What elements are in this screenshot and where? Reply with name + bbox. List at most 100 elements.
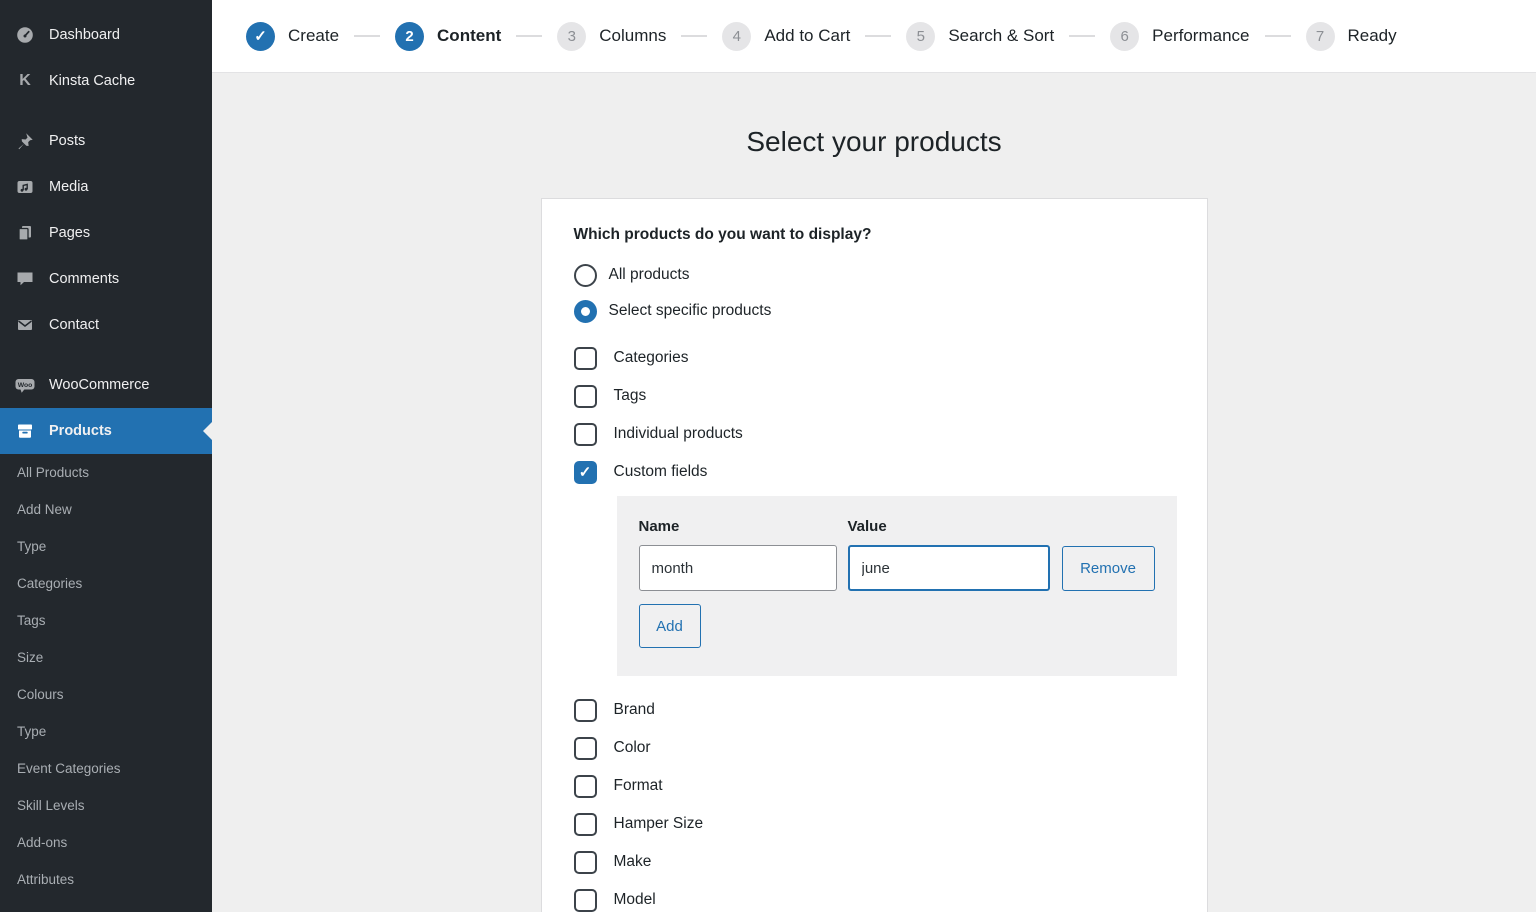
archive-box-icon (14, 421, 36, 441)
sidebar-subitem-type-2[interactable]: Type (17, 724, 47, 739)
step-label: Ready (1347, 26, 1397, 45)
admin-sidebar: Dashboard K Kinsta Cache Posts Media Pag… (0, 0, 212, 912)
sidebar-item-label: Products (49, 423, 112, 439)
checkbox-box[interactable] (573, 346, 597, 370)
custom-field-value-label: Value (847, 518, 887, 535)
checkbox-label: Categories (613, 349, 689, 366)
custom-fields-panel: Name Value Remove Add (616, 496, 1177, 676)
step-ready[interactable]: 7 Ready (1305, 21, 1397, 51)
radio-select-specific-products[interactable]: Select specific products (573, 293, 1175, 329)
checkbox-label: Tags (613, 387, 647, 404)
radio-label: All products (608, 266, 690, 283)
checkbox-model[interactable]: Model (573, 885, 1175, 912)
checkbox-color[interactable]: Color (573, 733, 1175, 763)
product-selection-card: Which products do you want to display? A… (540, 198, 1208, 912)
step-label: Performance (1152, 26, 1250, 45)
checkbox-label: Custom fields (613, 463, 708, 480)
checkbox-box[interactable] (573, 888, 597, 912)
sidebar-item-woocommerce[interactable]: Woo WooCommerce (0, 362, 212, 408)
custom-field-name-label: Name (638, 518, 680, 535)
sidebar-subitem-tags[interactable]: Tags (17, 613, 46, 628)
radio-circle[interactable] (573, 263, 597, 287)
kinsta-icon: K (19, 72, 31, 89)
checkbox-categories[interactable]: Categories (573, 343, 1175, 373)
sidebar-item-contact[interactable]: Contact (0, 302, 212, 348)
step-number: 4 (722, 21, 752, 51)
wizard-stepper-bar: ✓ Create 2 Content 3 Columns 4 Add to Ca… (212, 0, 1536, 73)
sidebar-item-label: Comments (49, 271, 120, 287)
radio-all-products[interactable]: All products (573, 257, 1175, 293)
checkbox-format[interactable]: Format (573, 771, 1175, 801)
radio-label: Select specific products (608, 302, 772, 319)
sidebar-item-comments[interactable]: Comments (0, 256, 212, 302)
step-search-sort[interactable]: 5 Search & Sort (906, 21, 1054, 51)
sidebar-item-posts[interactable]: Posts (0, 118, 212, 164)
step-label: Create (288, 26, 340, 45)
checkbox-individual-products[interactable]: Individual products (573, 419, 1175, 449)
step-create[interactable]: ✓ Create (246, 21, 340, 51)
step-connector (516, 35, 543, 37)
step-label: Add to Cart (764, 26, 851, 45)
checkbox-box[interactable] (573, 736, 597, 760)
checkbox-label: Hamper Size (613, 815, 704, 832)
step-performance[interactable]: 6 Performance (1110, 21, 1250, 51)
radio-circle[interactable] (573, 299, 597, 323)
checkbox-box[interactable] (573, 422, 597, 446)
sidebar-item-label: Kinsta Cache (49, 73, 136, 89)
svg-text:Woo: Woo (18, 382, 33, 389)
custom-field-name-input[interactable] (638, 545, 837, 591)
sidebar-subitem-skill-levels[interactable]: Skill Levels (17, 798, 85, 813)
checkbox-brand[interactable]: Brand (573, 695, 1175, 725)
sidebar-item-media[interactable]: Media (0, 164, 212, 210)
sidebar-item-dashboard[interactable]: Dashboard (0, 12, 212, 58)
remove-button[interactable]: Remove (1061, 545, 1155, 591)
sidebar-item-products[interactable]: Products (0, 408, 212, 454)
checkbox-box[interactable] (573, 384, 597, 408)
dashboard-icon (14, 25, 36, 45)
sidebar-item-label: Contact (49, 317, 99, 333)
sidebar-separator (0, 104, 212, 118)
sidebar-separator (0, 348, 212, 362)
step-content[interactable]: 2 Content (395, 21, 501, 51)
sidebar-subitem-add-new[interactable]: Add New (17, 502, 72, 517)
sidebar-subitem-size[interactable]: Size (17, 650, 44, 665)
checkbox-hamper-size[interactable]: Hamper Size (573, 809, 1175, 839)
sidebar-subitem-all-products[interactable]: All Products (17, 465, 90, 480)
sidebar-subitem-type[interactable]: Type (17, 539, 47, 554)
filter-checkbox-group: Categories Tags Individual products Cust… (573, 343, 1175, 487)
sidebar-item-label: Media (49, 179, 89, 195)
sidebar-item-label: WooCommerce (49, 377, 150, 393)
step-connector (354, 35, 381, 37)
step-number: 6 (1110, 21, 1140, 51)
checkbox-box[interactable] (573, 774, 597, 798)
checkbox-box[interactable] (573, 850, 597, 874)
checkbox-box[interactable] (573, 698, 597, 722)
checkbox-box[interactable] (573, 460, 597, 484)
step-connector (1069, 35, 1096, 37)
custom-field-value-input[interactable] (847, 545, 1050, 591)
checkbox-tags[interactable]: Tags (573, 381, 1175, 411)
checkbox-make[interactable]: Make (573, 847, 1175, 877)
checkbox-custom-fields[interactable]: Custom fields (573, 457, 1175, 487)
comment-bubble-icon (14, 269, 36, 289)
add-button[interactable]: Add (638, 604, 701, 648)
step-number: 2 (395, 21, 425, 51)
page-title: Select your products (746, 126, 1002, 157)
sidebar-item-pages[interactable]: Pages (0, 210, 212, 256)
checkbox-label: Brand (613, 701, 655, 718)
sidebar-subitem-categories[interactable]: Categories (17, 576, 83, 591)
sidebar-subitem-event-categories[interactable]: Event Categories (17, 761, 121, 776)
sidebar-item-label: Pages (49, 225, 91, 241)
step-columns[interactable]: 3 Columns (557, 21, 666, 51)
sidebar-subitem-colours[interactable]: Colours (17, 687, 64, 702)
step-connector (865, 35, 892, 37)
checkbox-label: Individual products (613, 425, 743, 442)
sidebar-item-kinsta-cache[interactable]: K Kinsta Cache (0, 58, 212, 104)
checkbox-label: Format (613, 777, 663, 794)
sidebar-item-label: Dashboard (49, 27, 120, 43)
step-add-to-cart[interactable]: 4 Add to Cart (722, 21, 851, 51)
sidebar-subitem-add-ons[interactable]: Add-ons (17, 835, 68, 850)
sidebar-subitem-attributes[interactable]: Attributes (17, 872, 75, 887)
checkbox-box[interactable] (573, 812, 597, 836)
wizard-content: Select your products Which products do y… (212, 73, 1536, 912)
